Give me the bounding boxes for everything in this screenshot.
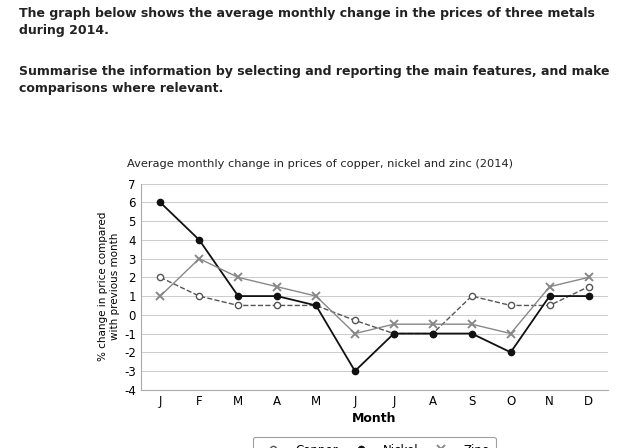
Text: Summarise the information by selecting and reporting the main features, and make: Summarise the information by selecting a… — [19, 65, 610, 95]
X-axis label: Month: Month — [352, 412, 397, 425]
Text: Average monthly change in prices of copper, nickel and zinc (2014): Average monthly change in prices of copp… — [127, 159, 513, 169]
Text: The graph below shows the average monthly change in the prices of three metals
d: The graph below shows the average monthl… — [19, 7, 595, 37]
Legend: Copper, Nickel, Zinc: Copper, Nickel, Zinc — [253, 437, 496, 448]
Y-axis label: % change in price compared
with previous month: % change in price compared with previous… — [99, 212, 120, 362]
